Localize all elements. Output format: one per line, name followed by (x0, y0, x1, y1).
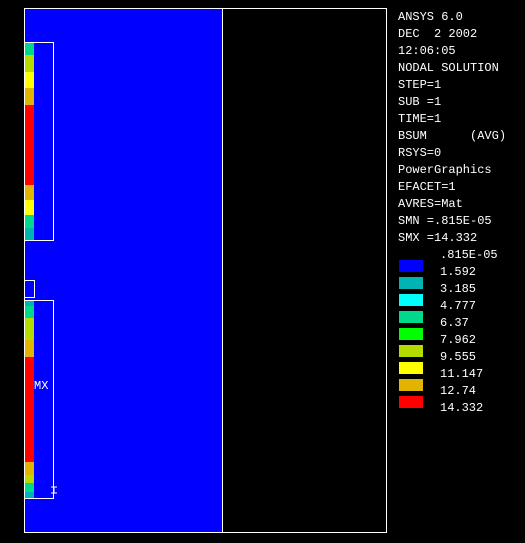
field-region (24, 8, 222, 533)
legend-label: 6.37 (440, 316, 469, 330)
legend-label: 14.332 (440, 401, 483, 415)
header-line: DEC 2 2002 (398, 27, 477, 41)
header-line: STEP=1 (398, 78, 441, 92)
legend-label: 9.555 (440, 350, 476, 364)
header-line: RSYS=0 (398, 146, 441, 160)
legend-swatch (399, 345, 423, 357)
header-line: SMN =.815E-05 (398, 214, 492, 228)
legend-label: 7.962 (440, 333, 476, 347)
legend-swatch (399, 277, 423, 289)
legend-label: 11.147 (440, 367, 483, 381)
header-line: 12:06:05 (398, 44, 456, 58)
header-line: TIME=1 (398, 112, 441, 126)
plot-frame (24, 8, 387, 533)
legend-swatch (399, 362, 423, 374)
header-line: BSUM (AVG) (398, 129, 506, 143)
header-line: NODAL SOLUTION (398, 61, 499, 75)
legend-label: 4.777 (440, 299, 476, 313)
gap-box (24, 280, 35, 298)
legend-swatch (399, 311, 423, 323)
max-marker: MX (34, 379, 48, 393)
header-line: EFACET=1 (398, 180, 456, 194)
legend-min-label: .815E-05 (440, 248, 498, 262)
legend-swatch (399, 260, 423, 272)
legend-swatch (399, 379, 423, 391)
upper-coil (24, 42, 54, 241)
header-line: SUB =1 (398, 95, 441, 109)
legend-label: 1.592 (440, 265, 476, 279)
legend-swatch (399, 294, 423, 306)
header-line: SMX =14.332 (398, 231, 477, 245)
header-line: AVRES=Mat (398, 197, 463, 211)
legend-swatch (399, 328, 423, 340)
legend-label: 3.185 (440, 282, 476, 296)
legend-swatch (399, 396, 423, 408)
header-line: PowerGraphics (398, 163, 492, 177)
legend-label: 12.74 (440, 384, 476, 398)
lower-coil (24, 300, 57, 499)
header-line: ANSYS 6.0 (398, 10, 463, 24)
